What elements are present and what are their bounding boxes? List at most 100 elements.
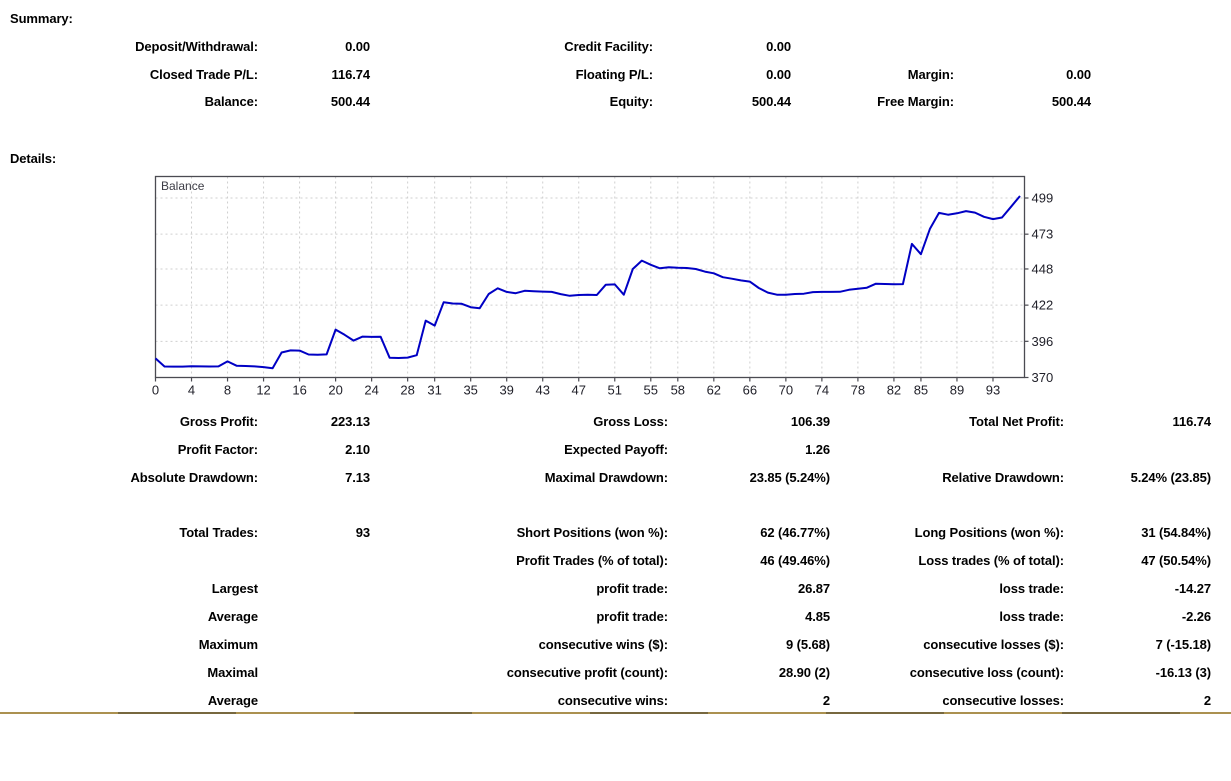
details-cell [830, 435, 1064, 463]
svg-text:47: 47 [572, 383, 586, 398]
details-cell: 2 [1203, 692, 1211, 708]
details-cell [258, 602, 370, 630]
details-cell: Long Positions (won %): [914, 524, 1064, 540]
summary-cell: Credit Facility: [564, 39, 653, 55]
summary-table: Deposit/Withdrawal: 0.00 Credit Facility… [0, 33, 1091, 116]
svg-text:Balance: Balance [161, 179, 205, 193]
svg-text:78: 78 [851, 383, 865, 398]
svg-text:39: 39 [499, 383, 513, 398]
details-cell: Average [207, 608, 258, 624]
summary-cell: Equity: [609, 94, 653, 110]
details-cell: consecutive profit (count): [506, 664, 668, 680]
bottom-divider [0, 712, 1231, 714]
details-cell: Maximal Drawdown: [544, 469, 668, 485]
summary-cell: 116.74 [331, 66, 371, 82]
svg-text:8: 8 [224, 383, 231, 398]
details-cell: Relative Drawdown: [942, 469, 1064, 485]
details-heading: Details: [10, 151, 57, 166]
svg-text:16: 16 [292, 383, 306, 398]
details-cell: 9 (5.68) [785, 636, 830, 652]
details-cell: -2.26 [1181, 608, 1211, 624]
svg-text:473: 473 [1032, 227, 1054, 242]
summary-cell: 0.00 [766, 66, 791, 82]
details-cell: 26.87 [797, 580, 830, 596]
details-cell: 2 [822, 692, 830, 708]
details-cell: Average [207, 692, 258, 708]
details-cell: Maximum [198, 636, 258, 652]
svg-text:370: 370 [1032, 370, 1054, 385]
details-cell: 223.13 [330, 413, 370, 429]
details-cell: loss trade: [999, 580, 1064, 596]
details-cell: 5.24% (23.85) [1130, 469, 1211, 485]
svg-text:28: 28 [400, 383, 414, 398]
summary-cell: 500.44 [751, 94, 791, 110]
details-cell [0, 546, 258, 574]
details-cell: -14.27 [1174, 580, 1211, 596]
svg-text:51: 51 [608, 383, 622, 398]
svg-text:74: 74 [815, 383, 829, 398]
svg-text:85: 85 [914, 383, 928, 398]
details-cell [258, 658, 370, 686]
details-cell: 62 (46.77%) [760, 524, 830, 540]
details-cell: Loss trades (% of total): [918, 552, 1064, 568]
summary-cell: 0.00 [345, 39, 370, 55]
details-cell: 31 (54.84%) [1141, 524, 1211, 540]
details-cell: 106.39 [790, 413, 830, 429]
summary-cell [954, 33, 1091, 61]
svg-text:82: 82 [887, 383, 901, 398]
details-cell [258, 686, 370, 714]
summary-cell: 500.44 [330, 94, 370, 110]
details-cell: Profit Trades (% of total): [516, 552, 668, 568]
details-cell [258, 574, 370, 602]
details-cell [258, 546, 370, 574]
details-cell: Gross Loss: [593, 413, 668, 429]
svg-text:31: 31 [427, 383, 441, 398]
svg-text:422: 422 [1032, 298, 1054, 313]
details-cell: Total Net Profit: [969, 413, 1064, 429]
details-cell: 47 (50.54%) [1141, 552, 1211, 568]
details-cell: 1.26 [805, 441, 830, 457]
details-cell: loss trade: [999, 608, 1064, 624]
svg-text:448: 448 [1032, 261, 1054, 276]
details-table: Gross Profit: 223.13 Gross Loss: 106.39 … [0, 407, 1212, 714]
details-cell: 116.74 [1172, 413, 1212, 429]
svg-text:62: 62 [707, 383, 721, 398]
svg-text:89: 89 [950, 383, 964, 398]
svg-text:396: 396 [1032, 334, 1054, 349]
summary-cell: Balance: [204, 94, 258, 110]
details-cell: 7.13 [345, 469, 370, 485]
details-spacer [0, 491, 1211, 518]
details-cell: Total Trades: [179, 524, 258, 540]
details-cell: profit trade: [596, 580, 668, 596]
details-cell: consecutive wins: [557, 692, 668, 708]
details-cell: Profit Factor: [177, 441, 258, 457]
details-cell: Expected Payoff: [564, 441, 668, 457]
details-cell: profit trade: [596, 608, 668, 624]
details-cell: Short Positions (won %): [516, 524, 669, 540]
summary-cell: Closed Trade P/L: [149, 66, 258, 82]
svg-text:12: 12 [256, 383, 270, 398]
details-cell [1064, 435, 1211, 463]
summary-cell: Free Margin: [877, 94, 954, 110]
details-cell: consecutive wins ($): [538, 636, 668, 652]
svg-text:0: 0 [152, 383, 159, 398]
details-cell: consecutive losses ($): [923, 636, 1064, 652]
details-cell: 2.10 [345, 441, 370, 457]
svg-text:35: 35 [463, 383, 477, 398]
svg-text:20: 20 [328, 383, 342, 398]
svg-text:43: 43 [535, 383, 549, 398]
summary-cell: 500.44 [1051, 94, 1091, 110]
svg-text:58: 58 [671, 383, 685, 398]
details-cell: Gross Profit: [179, 413, 258, 429]
summary-cell: Deposit/Withdrawal: [135, 39, 258, 55]
details-cell: 46 (49.46%) [760, 552, 830, 568]
svg-text:499: 499 [1032, 190, 1054, 205]
details-cell [258, 630, 370, 658]
details-cell: 28.90 (2) [778, 664, 830, 680]
summary-cell: 0.00 [1066, 66, 1091, 82]
svg-text:66: 66 [743, 383, 757, 398]
svg-text:24: 24 [364, 383, 378, 398]
svg-text:70: 70 [779, 383, 793, 398]
details-cell: 23.85 (5.24%) [749, 469, 830, 485]
